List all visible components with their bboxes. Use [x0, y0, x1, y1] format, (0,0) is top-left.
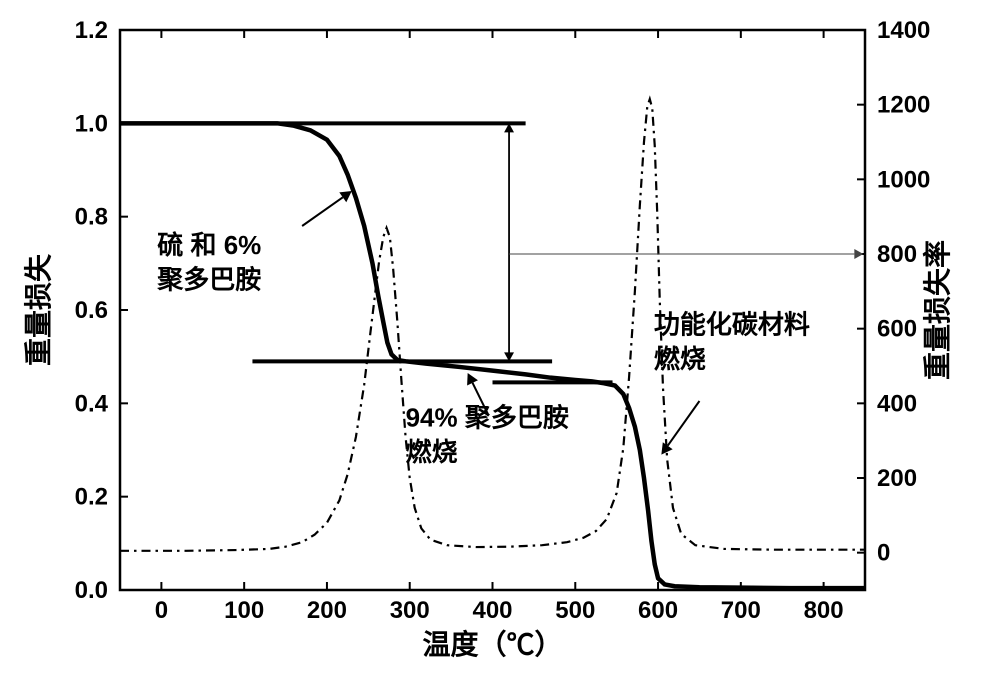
svg-text:600: 600 — [877, 316, 917, 343]
svg-text:300: 300 — [390, 597, 430, 624]
svg-text:1200: 1200 — [877, 92, 930, 119]
svg-text:200: 200 — [877, 465, 917, 492]
svg-text:0.4: 0.4 — [75, 390, 109, 417]
svg-text:200: 200 — [307, 597, 347, 624]
svg-text:0: 0 — [155, 597, 168, 624]
svg-text:1.0: 1.0 — [75, 110, 108, 137]
svg-text:0.6: 0.6 — [75, 297, 108, 324]
svg-text:0.2: 0.2 — [75, 484, 108, 511]
svg-text:燃烧: 燃烧 — [406, 437, 458, 467]
svg-text:硫 和 6%: 硫 和 6% — [157, 230, 261, 260]
y-right-label: 重量损失率 — [921, 240, 953, 380]
svg-text:1400: 1400 — [877, 17, 930, 44]
svg-text:600: 600 — [638, 597, 678, 624]
svg-text:400: 400 — [472, 597, 512, 624]
tga-chart: 0 100 200 300 400 500 600 700 800 0.0 0.2 0.4 0.6 0.8… — [0, 0, 1000, 692]
svg-text:800: 800 — [804, 597, 844, 624]
y-left-label: 重量损失 — [23, 253, 54, 366]
svg-text:0.8: 0.8 — [75, 204, 108, 231]
svg-text:聚多巴胺: 聚多巴胺 — [156, 265, 261, 295]
svg-text:1.2: 1.2 — [75, 17, 108, 44]
svg-text:94% 聚多巴胺: 94% 聚多巴胺 — [406, 403, 569, 433]
svg-text:0: 0 — [877, 540, 890, 567]
svg-text:燃烧: 燃烧 — [654, 344, 706, 374]
svg-text:800: 800 — [877, 241, 917, 268]
svg-text:1000: 1000 — [877, 166, 930, 193]
x-axis-label: 温度（℃） — [422, 628, 562, 660]
svg-text:700: 700 — [721, 597, 761, 624]
svg-text:100: 100 — [224, 597, 264, 624]
svg-text:0.0: 0.0 — [75, 577, 108, 604]
svg-text:功能化碳材料: 功能化碳材料 — [654, 309, 810, 339]
svg-text:500: 500 — [555, 597, 595, 624]
chart-svg: 0 100 200 300 400 500 600 700 800 0.0 0.2 0.4 0.6 0.8… — [0, 0, 1000, 692]
svg-text:400: 400 — [877, 390, 917, 417]
